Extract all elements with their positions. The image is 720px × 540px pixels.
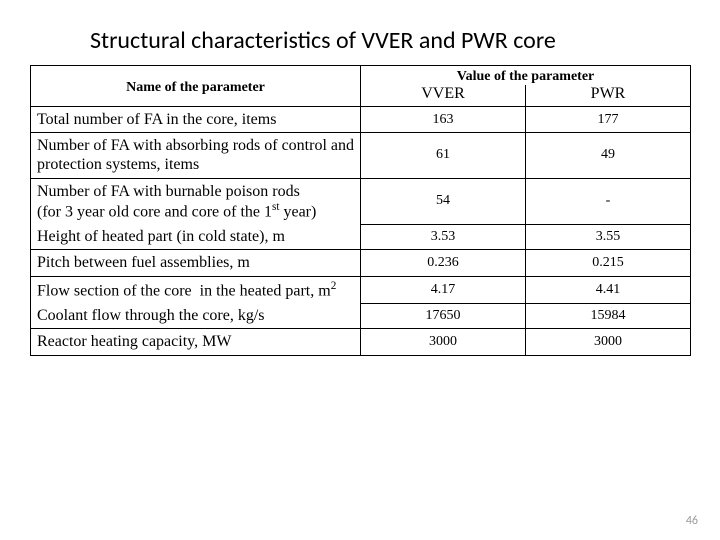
table-row: Reactor heating capacity, MW 3000 3000 — [31, 329, 691, 355]
header-param: Name of the parameter — [31, 66, 361, 107]
slide: Structural characteristics of VVER and P… — [0, 0, 720, 540]
val-vver: 54 — [361, 178, 526, 224]
val-pwr: - — [526, 178, 691, 224]
val-vver: 4.17 — [361, 276, 526, 303]
table-row: Coolant flow through the core, kg/s 1765… — [31, 303, 691, 329]
val-pwr: 3.55 — [526, 224, 691, 250]
header-row-1: Name of the parameter Value of the param… — [31, 66, 691, 86]
val-vver: 163 — [361, 107, 526, 133]
val-pwr: 49 — [526, 133, 691, 178]
val-pwr: 15984 — [526, 303, 691, 329]
table-row: Pitch between fuel assemblies, m 0.236 0… — [31, 250, 691, 276]
table-row: Total number of FA in the core, items 16… — [31, 107, 691, 133]
header-col-vver: VVER — [361, 85, 526, 107]
val-vver: 3.53 — [361, 224, 526, 250]
param-cell: Reactor heating capacity, MW — [31, 329, 361, 355]
header-value-group: Value of the parameter — [361, 66, 691, 86]
page-number: 46 — [686, 514, 698, 528]
param-cell: Flow section of the core in the heated p… — [31, 276, 361, 303]
table-row: Number of FA with burnable poison rods (… — [31, 178, 691, 224]
param-cell: Coolant flow through the core, kg/s — [31, 303, 361, 329]
table-row: Height of heated part (in cold state), m… — [31, 224, 691, 250]
val-pwr: 177 — [526, 107, 691, 133]
characteristics-table: Name of the parameter Value of the param… — [30, 65, 691, 356]
val-pwr: 3000 — [526, 329, 691, 355]
slide-title: Structural characteristics of VVER and P… — [90, 26, 690, 55]
param-cell: Number of FA with burnable poison rods (… — [31, 178, 361, 224]
val-pwr: 0.215 — [526, 250, 691, 276]
table-row: Number of FA with absorbing rods of cont… — [31, 133, 691, 178]
param-cell: Number of FA with absorbing rods of cont… — [31, 133, 361, 178]
param-cell: Total number of FA in the core, items — [31, 107, 361, 133]
param-cell: Height of heated part (in cold state), m — [31, 224, 361, 250]
val-pwr: 4.41 — [526, 276, 691, 303]
header-col-pwr: PWR — [526, 85, 691, 107]
val-vver: 17650 — [361, 303, 526, 329]
val-vver: 3000 — [361, 329, 526, 355]
val-vver: 0.236 — [361, 250, 526, 276]
table-row: Flow section of the core in the heated p… — [31, 276, 691, 303]
val-vver: 61 — [361, 133, 526, 178]
param-cell: Pitch between fuel assemblies, m — [31, 250, 361, 276]
